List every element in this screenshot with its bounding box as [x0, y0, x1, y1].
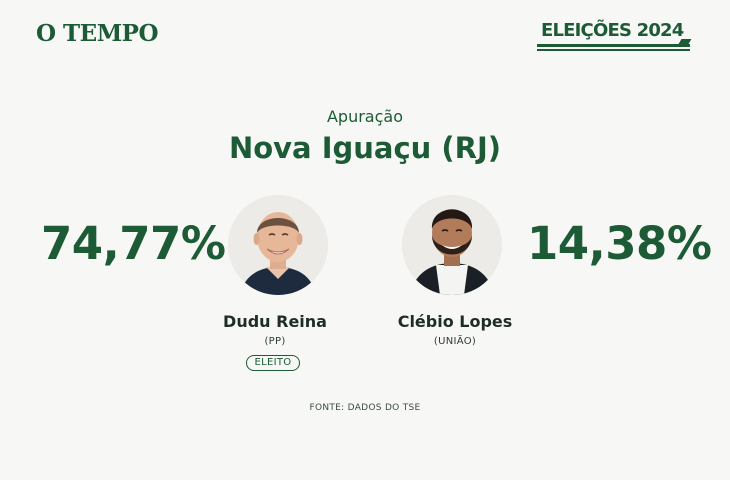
- candidate-1-photo: [228, 195, 328, 295]
- data-source: FONTE: DADOS DO TSE: [309, 403, 421, 413]
- candidate-2-percentage: 14,38%: [527, 217, 712, 270]
- badge-label: ELEIÇÕES 2024: [541, 20, 684, 41]
- page-subtitle: Apuração: [326, 107, 403, 126]
- candidate-1-name: Dudu Reina: [223, 312, 327, 331]
- candidate-2-party: (UNIÃO): [433, 336, 477, 347]
- candidate-1-party: (PP): [264, 336, 286, 347]
- candidate-2-photo: [402, 195, 502, 295]
- badge-underline: [537, 44, 690, 47]
- person-portrait-icon: [402, 195, 502, 295]
- candidate-2-name: Clébio Lopes: [397, 312, 513, 331]
- person-portrait-icon: [228, 195, 328, 295]
- o-tempo-logo: O TEMPO: [36, 20, 158, 47]
- elections-2024-badge: ELEIÇÕES 2024: [537, 19, 692, 52]
- candidate-1-percentage: 74,77%: [41, 217, 226, 270]
- page-title: Nova Iguaçu (RJ): [228, 131, 502, 165]
- elected-badge: ELEITO: [246, 355, 300, 371]
- badge-underline-secondary: [537, 49, 690, 51]
